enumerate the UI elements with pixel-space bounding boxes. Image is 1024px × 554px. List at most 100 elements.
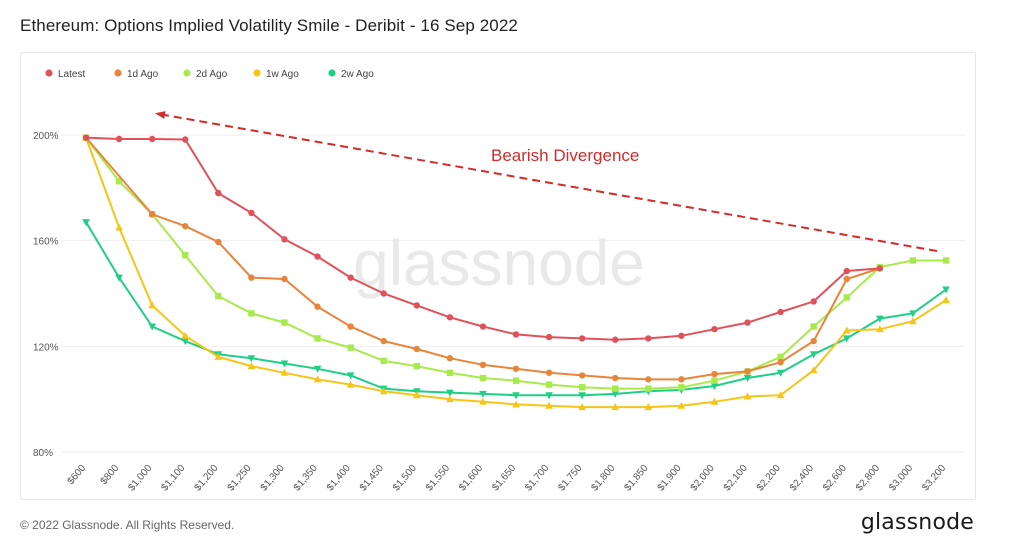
data-point [776,391,785,399]
data-point [512,400,520,408]
data-point [809,366,818,374]
data-point [380,290,387,297]
data-point [909,317,917,325]
data-point [512,331,520,338]
x-tick-label: $3,000 [887,463,915,494]
data-point [644,403,653,411]
x-tick-label: $2,600 [821,463,849,494]
data-point [248,209,255,217]
data-point [346,380,355,388]
x-tick-label: $1,000 [126,463,154,494]
x-tick-label: $600 [66,463,89,487]
brand-logo[interactable]: glassnode [860,510,974,535]
data-point [182,136,189,143]
data-point [247,362,256,370]
data-point [314,335,321,342]
data-point [876,315,884,323]
data-point [645,335,652,342]
data-point [215,238,222,246]
x-tick-label: $2,200 [755,463,783,494]
data-point [148,301,156,309]
data-point [612,374,619,382]
data-point [281,319,288,326]
data-point [545,401,553,409]
watermark-text: glassnode [353,227,645,299]
data-point [612,336,619,343]
data-point [777,358,784,366]
data-point [843,267,850,275]
data-point [247,355,256,363]
legend-item[interactable]: 2w Ago [328,69,374,80]
iv-smile-chart: 80%120%160%200%glassnode$600 $800 $1,000 $1… [33,69,965,494]
legend-label: 1d Ago [127,69,159,80]
x-tick-label: $1,550 [424,463,452,494]
data-point [743,375,752,383]
x-tick-label: $2,800 [854,463,882,494]
data-point [182,251,189,259]
data-point [347,274,354,281]
y-tick-label: 200% [33,131,59,142]
y-tick-label: 160% [33,237,59,248]
data-point [876,325,884,333]
data-point [578,372,586,379]
legend-marker [114,69,122,77]
data-point [479,390,487,398]
chart-panel: 80% 120% 160% 200% glassnode $600 $800 $1,000 $1… [20,52,976,500]
series-line [85,136,881,381]
x-tick-label: $2,400 [788,463,816,494]
data-point [578,335,586,342]
data-point [711,370,718,378]
data-point [678,332,685,339]
legend-marker [45,69,53,77]
data-point [413,362,420,370]
legend-label: Latest [58,69,85,80]
legend-item[interactable]: Latest [45,69,85,80]
data-point [842,326,851,334]
y-tick-label: 80% [33,448,53,459]
legend-item[interactable]: 2d Ago [183,69,228,80]
copyright-text: © 2022 Glassnode. All Rights Reserved. [20,518,235,532]
data-point [744,368,751,375]
data-point [82,134,90,141]
data-point [313,375,322,383]
legend-item[interactable]: 1w Ago [253,69,299,80]
data-point [678,376,685,383]
data-point [744,319,751,326]
x-tick-label: $1,850 [623,463,651,494]
data-point [115,223,123,231]
data-point [446,369,454,376]
data-point [942,286,950,294]
data-point [346,372,355,380]
legend-marker [328,69,336,77]
x-tick-label: $1,200 [193,463,221,494]
x-tick-label: $1,650 [490,463,518,494]
data-point [876,265,884,272]
data-point [215,189,222,197]
data-point [115,135,123,143]
x-tick-label: $1,800 [589,463,617,494]
data-point [181,331,190,339]
data-point [512,365,520,372]
data-point [909,257,917,264]
legend-item[interactable]: 1d Ago [114,69,159,80]
data-point [446,355,454,362]
data-point [545,333,553,341]
data-point [710,382,719,390]
legend-marker [253,69,261,77]
data-point [645,385,652,392]
legend-label: 2w Ago [341,69,374,80]
data-point [314,253,321,260]
data-point [711,377,718,384]
data-point [380,337,387,345]
data-point [810,323,817,330]
data-point [711,325,718,333]
series-1w-ago [82,133,950,411]
data-point [115,274,123,282]
legend-marker [183,69,191,77]
data-point [347,344,354,351]
x-tick-label: $2,000 [689,463,717,494]
x-tick-label: $1,600 [457,463,485,494]
data-point [942,296,950,304]
data-point [809,351,818,359]
data-point [82,219,90,227]
